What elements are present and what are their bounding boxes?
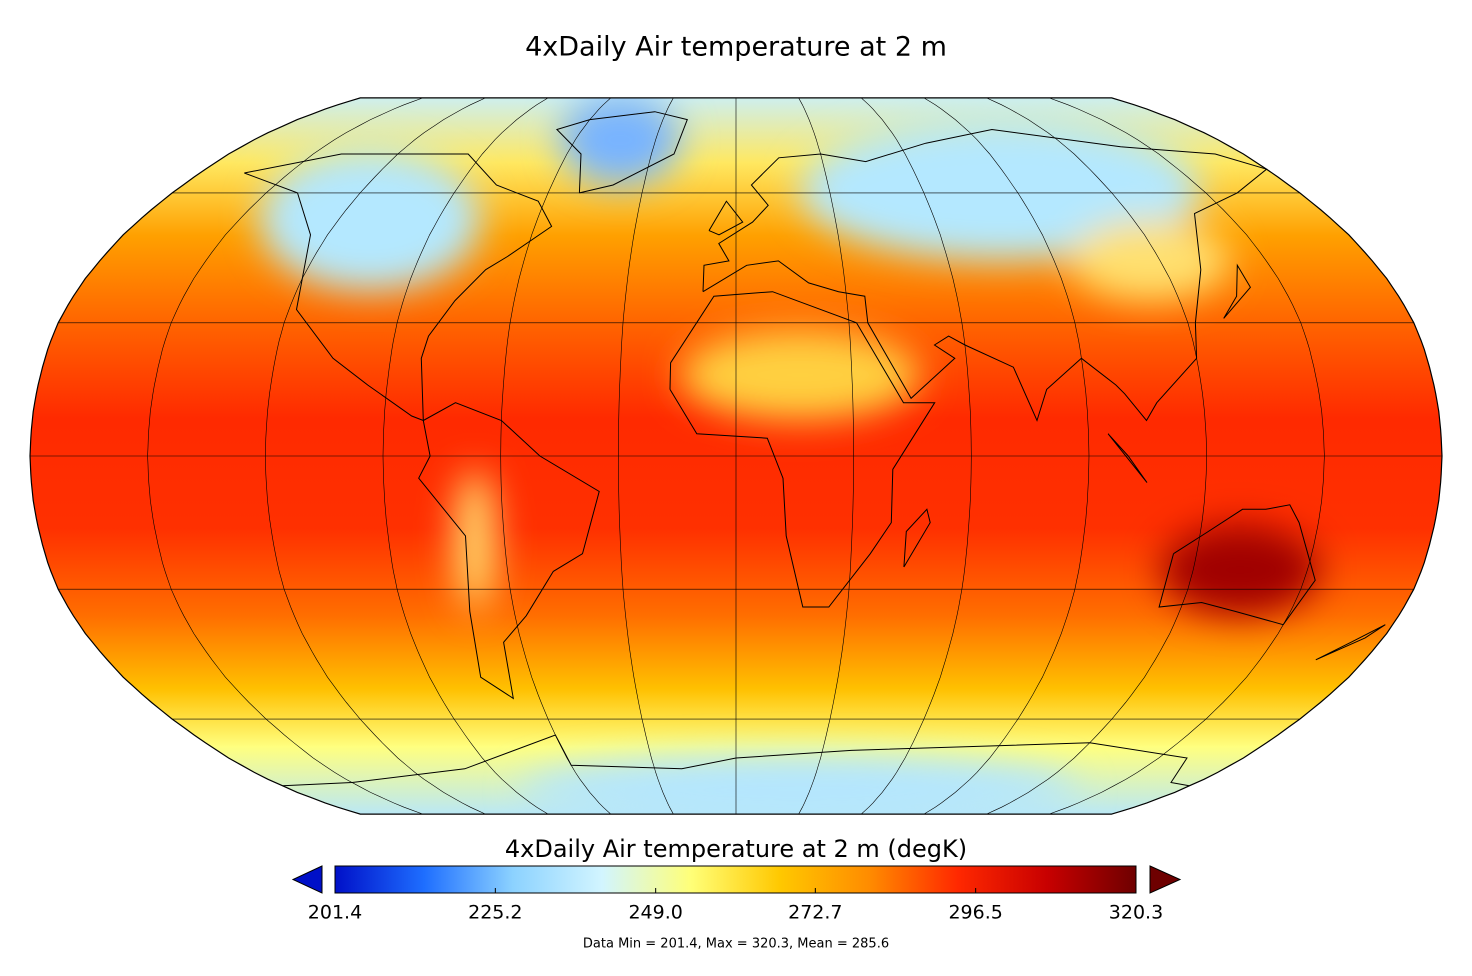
graticule [30, 97, 1442, 815]
coastline [1158, 504, 1316, 626]
colorbar-tick-label: 272.7 [788, 902, 842, 924]
map-field [30, 97, 1442, 815]
coastline [555, 111, 688, 194]
colorbar-tick-label: 296.5 [948, 902, 1002, 924]
colorbar-tick-label: 225.2 [468, 902, 522, 924]
coastline [1107, 433, 1148, 483]
coastline [702, 128, 1268, 422]
coastline [903, 508, 931, 568]
coastline [1315, 624, 1386, 661]
colorbar-under [291, 865, 323, 894]
colorbar-title: 4xDaily Air temperature at 2 m (degK) [505, 835, 967, 863]
coastline [708, 200, 744, 236]
coastlines [244, 111, 1386, 787]
title: 4xDaily Air temperature at 2 m [525, 32, 947, 63]
colorbar-tick-label: 249.0 [628, 902, 682, 924]
coastline [1223, 263, 1252, 319]
map-outline [29, 97, 1443, 815]
colorbar-tick-label: 320.3 [1109, 902, 1163, 924]
footer: Data Min = 201.4, Max = 320.3, Mean = 28… [583, 937, 889, 952]
colorbar-ramp [334, 865, 1137, 894]
coastline [669, 291, 936, 608]
coastline [418, 402, 600, 700]
coastline [282, 734, 1190, 787]
colorbar: 201.4 225.2 249.0 272.7 296.5 320.3 [291, 865, 1182, 924]
colorbar-tick-label: 201.4 [308, 902, 362, 924]
colorbar-over [1149, 865, 1182, 894]
coastline [244, 153, 553, 422]
